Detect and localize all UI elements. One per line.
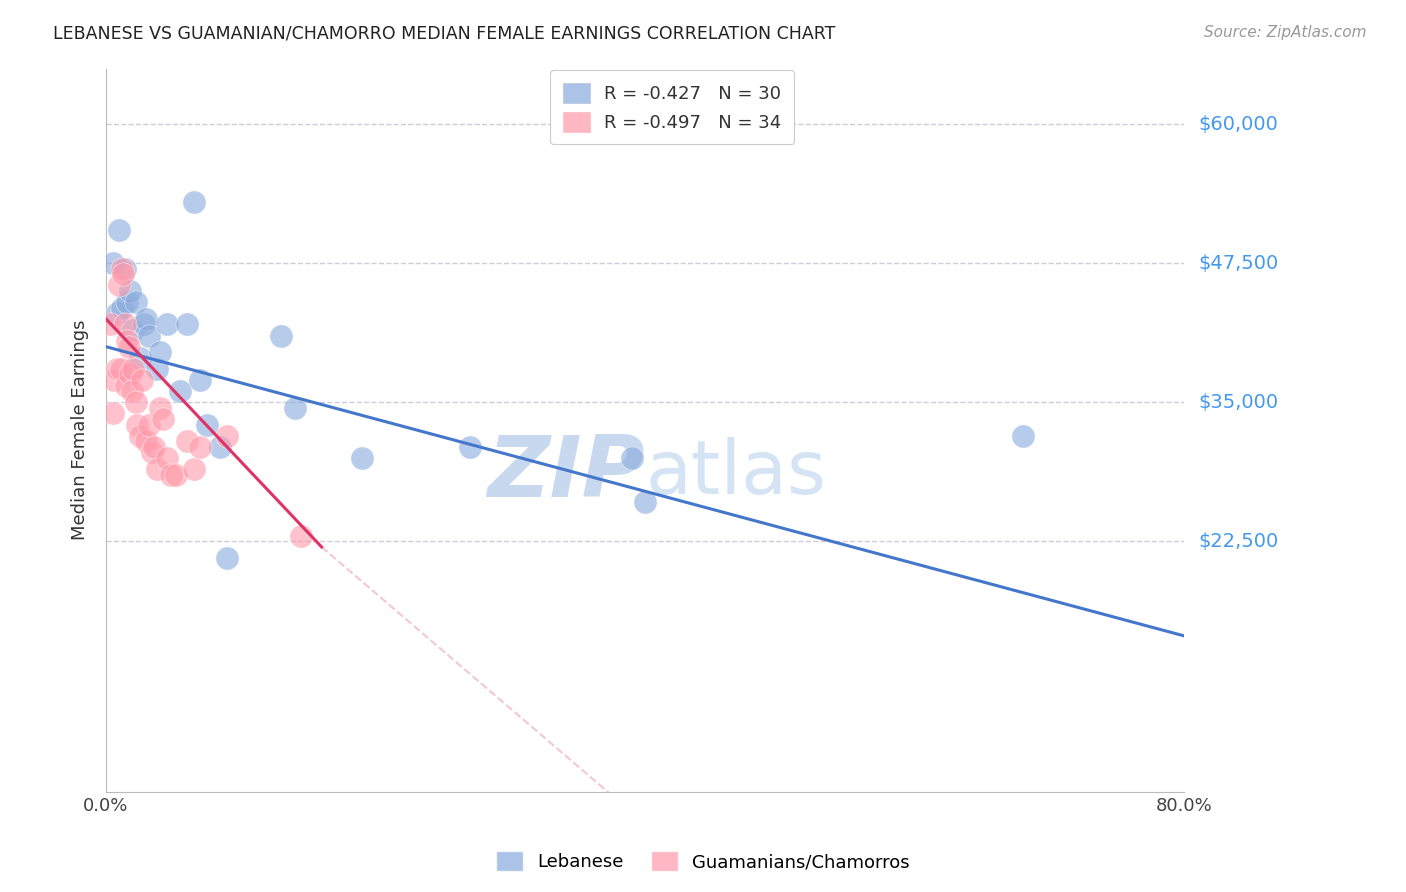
Point: [620, 450, 643, 465]
Text: $35,000: $35,000: [1198, 392, 1278, 412]
Point: [125, 417, 148, 432]
Point: [118, 340, 141, 354]
Point: [122, 362, 145, 376]
Legend: R = -0.427   N = 30, R = -0.497   N = 34: R = -0.427 N = 30, R = -0.497 N = 34: [550, 70, 794, 145]
Point: [217, 428, 239, 442]
Text: $60,000: $60,000: [1198, 115, 1278, 134]
Point: [128, 351, 150, 365]
Point: [117, 295, 139, 310]
Point: [188, 440, 211, 454]
Text: atlas: atlas: [645, 437, 827, 510]
Point: [131, 373, 153, 387]
Point: [458, 440, 481, 454]
Point: [183, 194, 205, 209]
Point: [112, 268, 135, 282]
Point: [121, 384, 143, 399]
Point: [108, 223, 131, 237]
Point: [138, 417, 160, 432]
Point: [270, 328, 292, 343]
Point: [350, 450, 373, 465]
Point: [149, 401, 172, 415]
Point: [143, 440, 166, 454]
Point: [209, 440, 232, 454]
Point: [115, 378, 138, 392]
Point: [101, 256, 124, 270]
Point: [105, 306, 128, 320]
Point: [155, 318, 177, 332]
Point: [146, 362, 169, 376]
Point: [105, 362, 128, 376]
Point: [120, 368, 142, 382]
Text: ZIP: ZIP: [488, 432, 645, 515]
Point: [124, 395, 146, 409]
Point: [152, 412, 174, 426]
Point: [165, 467, 187, 482]
Point: [176, 318, 198, 332]
Point: [122, 323, 145, 337]
Text: $22,500: $22,500: [1198, 532, 1278, 551]
Legend: Lebanese, Guamanians/Chamorros: Lebanese, Guamanians/Chamorros: [489, 844, 917, 879]
Point: [284, 401, 307, 415]
Point: [110, 362, 132, 376]
Point: [108, 278, 131, 293]
Text: LEBANESE VS GUAMANIAN/CHAMORRO MEDIAN FEMALE EARNINGS CORRELATION CHART: LEBANESE VS GUAMANIAN/CHAMORRO MEDIAN FE…: [53, 25, 835, 43]
Point: [159, 467, 181, 482]
Text: $47,500: $47,500: [1198, 253, 1278, 273]
Point: [290, 529, 312, 543]
Point: [1011, 428, 1033, 442]
Point: [132, 318, 155, 332]
Point: [138, 328, 160, 343]
Point: [128, 428, 150, 442]
Point: [149, 345, 172, 359]
Point: [135, 434, 157, 449]
Point: [146, 462, 169, 476]
Point: [176, 434, 198, 449]
Point: [188, 373, 211, 387]
Point: [217, 551, 239, 566]
Point: [155, 450, 177, 465]
Point: [195, 417, 218, 432]
Point: [101, 406, 124, 420]
Point: [114, 261, 136, 276]
Point: [141, 445, 163, 459]
Point: [111, 261, 134, 276]
Point: [98, 318, 121, 332]
Point: [111, 301, 134, 315]
Point: [169, 384, 191, 399]
Point: [634, 495, 657, 509]
Point: [135, 311, 157, 326]
Point: [124, 295, 146, 310]
Y-axis label: Median Female Earnings: Median Female Earnings: [72, 320, 89, 541]
Text: Source: ZipAtlas.com: Source: ZipAtlas.com: [1204, 25, 1367, 40]
Point: [114, 318, 136, 332]
Point: [120, 284, 142, 298]
Point: [183, 462, 205, 476]
Point: [117, 334, 139, 348]
Point: [103, 373, 125, 387]
